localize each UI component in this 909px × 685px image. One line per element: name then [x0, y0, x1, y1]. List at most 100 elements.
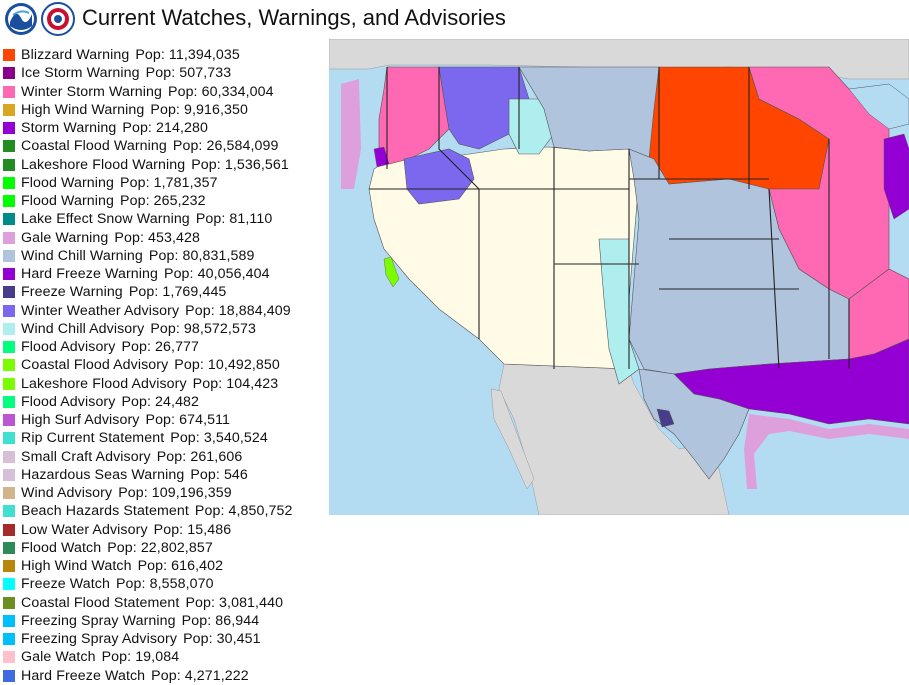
region-wind-chill-warning-tx: [638, 368, 750, 480]
legend-item: Beach Hazards Statement Pop: 4,850,752: [3, 502, 333, 520]
legend-alert-name: Freeze Warning: [21, 284, 123, 301]
legend-item: Freeze Warning Pop: 1,769,445: [3, 283, 333, 301]
legend-pop-label: Pop:: [185, 594, 216, 611]
legend-item: High Surf Advisory Pop: 674,511: [3, 411, 333, 429]
legend-swatch: [3, 487, 15, 500]
legend-swatch: [3, 322, 15, 335]
legend-alert-name: Freezing Spray Advisory: [21, 631, 178, 648]
legend-pop-label: Pop:: [151, 667, 181, 684]
legend-pop-label: Pop:: [135, 47, 165, 64]
legend-alert-name: Hard Freeze Watch: [21, 667, 146, 684]
legend-item: Wind Chill Warning Pop: 80,831,589: [3, 247, 333, 265]
legend-pop-value: 674,511: [179, 412, 231, 429]
legend-alert-name: High Wind Watch: [21, 558, 132, 575]
legend-pop-value: 1,769,445: [162, 284, 227, 301]
legend-swatch: [3, 669, 15, 682]
legend-pop-label: Pop:: [145, 65, 176, 82]
legend-swatch: [3, 140, 15, 153]
legend-pop-value: 8,558,070: [149, 576, 214, 593]
legend-alert-name: Flood Warning: [21, 193, 115, 210]
legend-pop-label: Pop:: [190, 466, 220, 483]
legend-text: Lakeshore Flood Warning Pop: 1,536,561: [21, 157, 289, 173]
legend-pop-label: Pop:: [164, 266, 194, 283]
legend-swatch: [3, 286, 15, 299]
legend-swatch: [3, 505, 15, 518]
legend-alert-name: Flood Advisory: [21, 393, 116, 410]
legend-swatch: [3, 85, 15, 98]
legend-swatch: [3, 49, 15, 62]
legend-pop-label: Pop:: [172, 138, 203, 155]
legend: Blizzard Warning Pop: 11,394,035 Ice Storm …: [3, 46, 333, 685]
legend-text: Wind Chill Advisory Pop: 98,572,573: [21, 321, 256, 337]
legend-pop-value: 616,402: [171, 558, 224, 575]
legend-text: Hazardous Seas Warning Pop: 546: [21, 467, 248, 483]
legend-swatch: [3, 633, 15, 646]
legend-alert-name: Gale Warning: [21, 229, 109, 246]
legend-swatch: [3, 249, 15, 262]
region-hard-freeze-mi: [883, 133, 909, 220]
legend-pop-label: Pop:: [107, 539, 137, 556]
legend-pop-value: 86,944: [215, 612, 260, 629]
legend-text: Blizzard Warning Pop: 11,394,035: [21, 47, 240, 63]
legend-alert-name: Flood Warning: [21, 174, 115, 191]
legend-pop-value: 10,492,850: [207, 357, 280, 374]
legend-swatch: [3, 359, 15, 372]
legend-item: Gale Watch Pop: 19,084: [3, 648, 333, 666]
legend-pop-value: 60,334,004: [201, 83, 274, 100]
legend-text: Beach Hazards Statement Pop: 4,850,752: [21, 503, 293, 519]
legend-pop-label: Pop:: [168, 83, 198, 100]
legend-alert-name: Lake Effect Snow Warning: [21, 211, 190, 228]
legend-pop-label: Pop:: [115, 576, 146, 593]
state-borders: [369, 67, 850, 370]
region-gale-warning-pacific: [341, 79, 361, 189]
legend-item: Gale Warning Pop: 453,428: [3, 229, 333, 247]
legend-pop-value: 261,606: [190, 448, 243, 465]
legend-item: Low Water Advisory Pop: 15,486: [3, 521, 333, 539]
legend-pop-label: Pop:: [148, 247, 179, 264]
region-freeze-warning-tx: [656, 408, 675, 428]
legend-pop-label: Pop:: [192, 375, 223, 392]
map-svg: [329, 39, 909, 515]
region-storm-warning-wa: [373, 146, 390, 168]
legend-alert-name: Wind Advisory: [21, 485, 113, 502]
legend-pop-value: 214,280: [155, 120, 208, 137]
legend-alert-name: Flood Advisory: [21, 339, 116, 356]
legend-pop-value: 40,056,404: [197, 266, 270, 283]
legend-item: Flood Advisory Pop: 24,482: [3, 393, 333, 411]
legend-text: Wind Advisory Pop: 109,196,359: [21, 485, 232, 501]
alert-map[interactable]: [329, 39, 909, 515]
legend-pop-label: Pop:: [174, 357, 204, 374]
legend-alert-name: Coastal Flood Statement: [21, 594, 180, 611]
legend-text: Gale Warning Pop: 453,428: [21, 230, 200, 246]
legend-text: High Wind Watch Pop: 616,402: [21, 558, 223, 574]
legend-swatch: [3, 103, 15, 116]
legend-text: Flood Warning Pop: 265,232: [21, 193, 206, 209]
legend-alert-name: Lakeshore Flood Warning: [21, 156, 186, 173]
legend-alert-name: High Wind Warning: [21, 101, 145, 118]
legend-pop-value: 104,423: [226, 375, 279, 392]
legend-text: Freeze Warning Pop: 1,769,445: [21, 284, 226, 300]
legend-text: Storm Warning Pop: 214,280: [21, 120, 208, 136]
legend-pop-label: Pop:: [191, 156, 221, 173]
legend-pop-value: 1,781,357: [153, 174, 218, 191]
legend-pop-value: 15,486: [187, 521, 232, 538]
legend-item: Blizzard Warning Pop: 11,394,035: [3, 46, 333, 64]
legend-swatch: [3, 560, 15, 573]
legend-pop-label: Pop:: [120, 174, 150, 191]
legend-text: Freezing Spray Warning Pop: 86,944: [21, 613, 259, 629]
legend-item: Winter Weather Advisory Pop: 18,884,409: [3, 302, 333, 320]
legend-pop-value: 24,482: [155, 393, 200, 410]
legend-swatch: [3, 614, 15, 627]
legend-text: Winter Storm Warning Pop: 60,334,004: [21, 84, 274, 100]
noaa-logo: [5, 3, 37, 35]
legend-pop-label: Pop:: [150, 320, 180, 337]
legend-pop-label: Pop:: [150, 101, 180, 118]
legend-pop-value: 453,428: [148, 229, 200, 246]
legend-swatch: [3, 231, 15, 244]
legend-alert-name: Flood Watch: [21, 539, 102, 556]
legend-text: Gale Watch Pop: 19,084: [21, 649, 179, 665]
legend-alert-name: Rip Current Statement: [21, 430, 165, 447]
legend-text: High Surf Advisory Pop: 674,511: [21, 412, 230, 428]
legend-pop-label: Pop:: [122, 120, 152, 137]
legend-pop-value: 22,802,857: [140, 539, 213, 556]
